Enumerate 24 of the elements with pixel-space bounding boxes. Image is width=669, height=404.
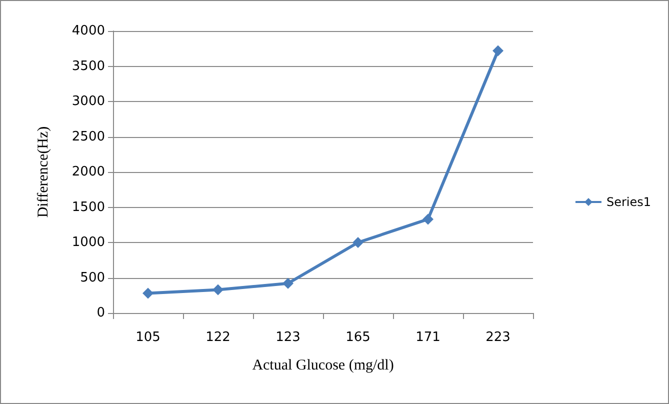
y-tick-label: 3000 — [72, 94, 105, 109]
y-tick-label: 3500 — [72, 58, 105, 74]
point — [142, 288, 154, 299]
point — [352, 237, 364, 248]
y-tick-label: 1500 — [72, 200, 105, 215]
y-tick-label: 0 — [96, 306, 105, 320]
x-tick-label: 223 — [486, 330, 510, 345]
y-tick-label: 2500 — [72, 129, 105, 144]
x-tick-label: 165 — [346, 330, 370, 345]
x-tick-label: 105 — [136, 330, 160, 345]
x-tick-label: 171 — [416, 330, 440, 345]
legend-label: Series1 — [606, 195, 652, 209]
y-tick-label: 4000 — [72, 24, 105, 38]
y-tick-label: 2000 — [72, 164, 105, 180]
point — [492, 45, 504, 56]
x-tick-label: 122 — [206, 330, 230, 345]
y-tick-label: 1000 — [72, 235, 105, 250]
x-axis-title: Actual Glucose (mg/dl) — [252, 358, 394, 374]
y-tick-label: 500 — [80, 270, 105, 286]
y-axis-title: Difference(Hz) — [36, 126, 52, 218]
point — [212, 284, 224, 296]
point — [282, 278, 294, 289]
x-tick-label: 123 — [276, 330, 300, 345]
point — [422, 214, 434, 225]
